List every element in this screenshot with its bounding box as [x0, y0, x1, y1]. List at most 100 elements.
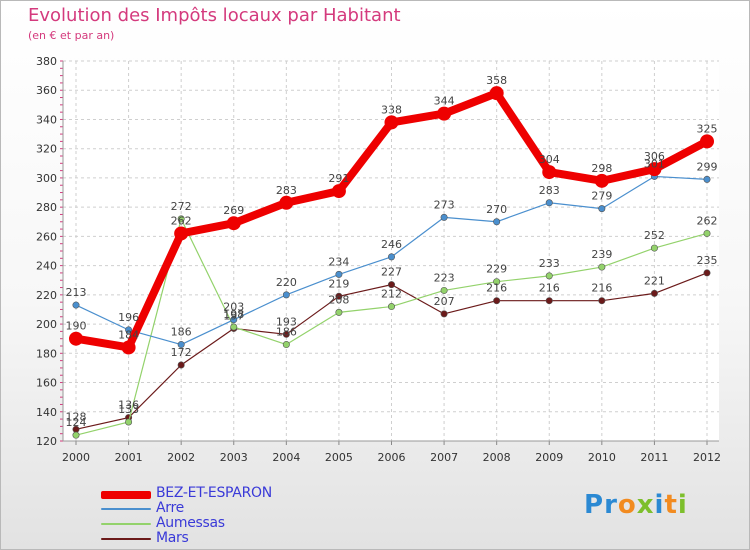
data-point-mars	[282, 330, 290, 338]
data-label-arre: 299	[697, 160, 718, 173]
data-point-aumessas	[545, 272, 553, 280]
axis-layer: 120 140 160 180 200 220 240 260 280 300 320 340 360 3…	[36, 55, 721, 464]
data-point-arre	[177, 341, 185, 349]
x-tick-label: 2008	[483, 451, 511, 464]
y-tick-label: 220	[36, 289, 57, 302]
data-point-bez-et-esparon	[437, 106, 452, 121]
chart-title: Evolution des Impôts locaux par Habitant	[28, 5, 401, 26]
x-tick-label: 2000	[62, 451, 90, 464]
data-label-bez-et-esparon: 291	[328, 172, 349, 185]
data-label-aumessas: 262	[697, 214, 718, 227]
data-point-mars	[440, 310, 448, 318]
data-label-mars: 207	[434, 295, 455, 308]
data-label-arre: 234	[328, 255, 349, 268]
data-label-arre: 270	[486, 203, 507, 216]
data-label-bez-et-esparon: 269	[223, 204, 244, 217]
data-point-aumessas	[650, 244, 658, 252]
logo-letter: r	[604, 490, 618, 520]
y-tick-label: 260	[36, 230, 57, 243]
logo-letter: i	[677, 490, 688, 520]
data-label-layer: 190 184 262 269 283 291 338 344 358 304 298 306 325 2…	[66, 74, 718, 429]
data-label-bez-et-esparon: 344	[434, 95, 455, 108]
data-point-arre	[335, 270, 343, 278]
legend-swatch	[101, 523, 151, 525]
y-tick-label: 120	[36, 435, 57, 448]
data-label-bez-et-esparon: 184	[118, 328, 139, 341]
x-tick-label: 2002	[167, 451, 195, 464]
y-tick-label: 240	[36, 260, 57, 273]
data-label-mars: 216	[486, 282, 507, 295]
data-label-arre: 279	[591, 190, 612, 203]
data-point-aumessas	[335, 308, 343, 316]
data-point-arre	[387, 253, 395, 261]
data-point-arre	[440, 213, 448, 221]
data-label-bez-et-esparon: 262	[171, 214, 192, 227]
data-label-bez-et-esparon: 325	[697, 122, 718, 135]
data-point-aumessas	[598, 263, 606, 271]
data-label-arre: 283	[539, 184, 560, 197]
logo-letter: t	[664, 490, 678, 520]
x-tick-label: 2006	[378, 451, 406, 464]
data-point-arre	[545, 199, 553, 207]
x-tick-label: 2011	[640, 451, 668, 464]
data-point-bez-et-esparon	[69, 331, 83, 346]
x-tick-label: 2005	[325, 451, 353, 464]
data-label-arre: 186	[171, 326, 192, 339]
data-point-arre	[282, 291, 290, 299]
logo-letter: i	[654, 490, 665, 520]
data-label-mars: 227	[381, 266, 402, 279]
legend-swatch	[101, 508, 151, 510]
data-point-bez-et-esparon	[542, 165, 557, 180]
data-label-bez-et-esparon: 338	[381, 103, 402, 116]
data-point-mars	[598, 297, 606, 305]
legend-label: BEZ-ET-ESPARON	[156, 485, 272, 501]
data-label-aumessas: 198	[223, 308, 244, 321]
data-label-bez-et-esparon: 190	[66, 320, 87, 333]
data-point-aumessas	[387, 303, 395, 311]
data-label-mars: 216	[591, 282, 612, 295]
data-point-aumessas	[703, 229, 711, 237]
data-point-arre	[230, 316, 238, 324]
data-point-bez-et-esparon	[489, 86, 504, 101]
data-point-bez-et-esparon	[384, 115, 399, 130]
data-label-mars: 172	[171, 346, 192, 359]
data-label-bez-et-esparon: 298	[591, 162, 612, 175]
data-point-mars	[335, 292, 343, 300]
data-label-mars: 128	[66, 410, 87, 423]
data-point-mars	[177, 361, 185, 369]
data-point-mars	[650, 289, 658, 297]
data-point-aumessas	[177, 215, 185, 223]
data-label-aumessas: 239	[591, 248, 612, 261]
y-tick-label: 320	[36, 143, 57, 156]
data-point-bez-et-esparon	[226, 216, 241, 231]
data-label-mars: 221	[644, 274, 665, 287]
data-label-mars: 193	[276, 315, 297, 328]
data-label-aumessas: 252	[644, 229, 665, 242]
data-label-arre: 220	[276, 276, 297, 289]
y-tick-label: 140	[36, 406, 57, 419]
x-tick-label: 2003	[220, 451, 248, 464]
data-point-arre	[125, 326, 133, 334]
data-label-aumessas: 233	[539, 257, 560, 270]
data-label-aumessas: 223	[434, 271, 455, 284]
data-point-bez-et-esparon	[331, 184, 346, 199]
data-label-aumessas: 212	[381, 288, 402, 301]
data-label-aumessas: 186	[276, 326, 297, 339]
data-label-arre: 273	[434, 198, 455, 211]
data-label-aumessas: 208	[328, 293, 349, 306]
data-point-arre	[493, 218, 501, 226]
data-label-bez-et-esparon: 306	[644, 150, 665, 163]
data-label-arre: 301	[644, 157, 665, 170]
data-label-arre: 246	[381, 238, 402, 251]
data-label-arre: 213	[66, 286, 87, 299]
data-label-aumessas: 229	[486, 263, 507, 276]
data-label-mars: 136	[118, 399, 139, 412]
series-layer	[69, 86, 714, 439]
data-point-bez-et-esparon	[647, 162, 662, 177]
y-tick-label: 200	[36, 318, 57, 331]
legend-label: Mars	[156, 530, 189, 546]
data-label-aumessas: 124	[66, 416, 87, 429]
legend-swatch	[101, 538, 151, 540]
y-tick-label: 340	[36, 113, 57, 126]
